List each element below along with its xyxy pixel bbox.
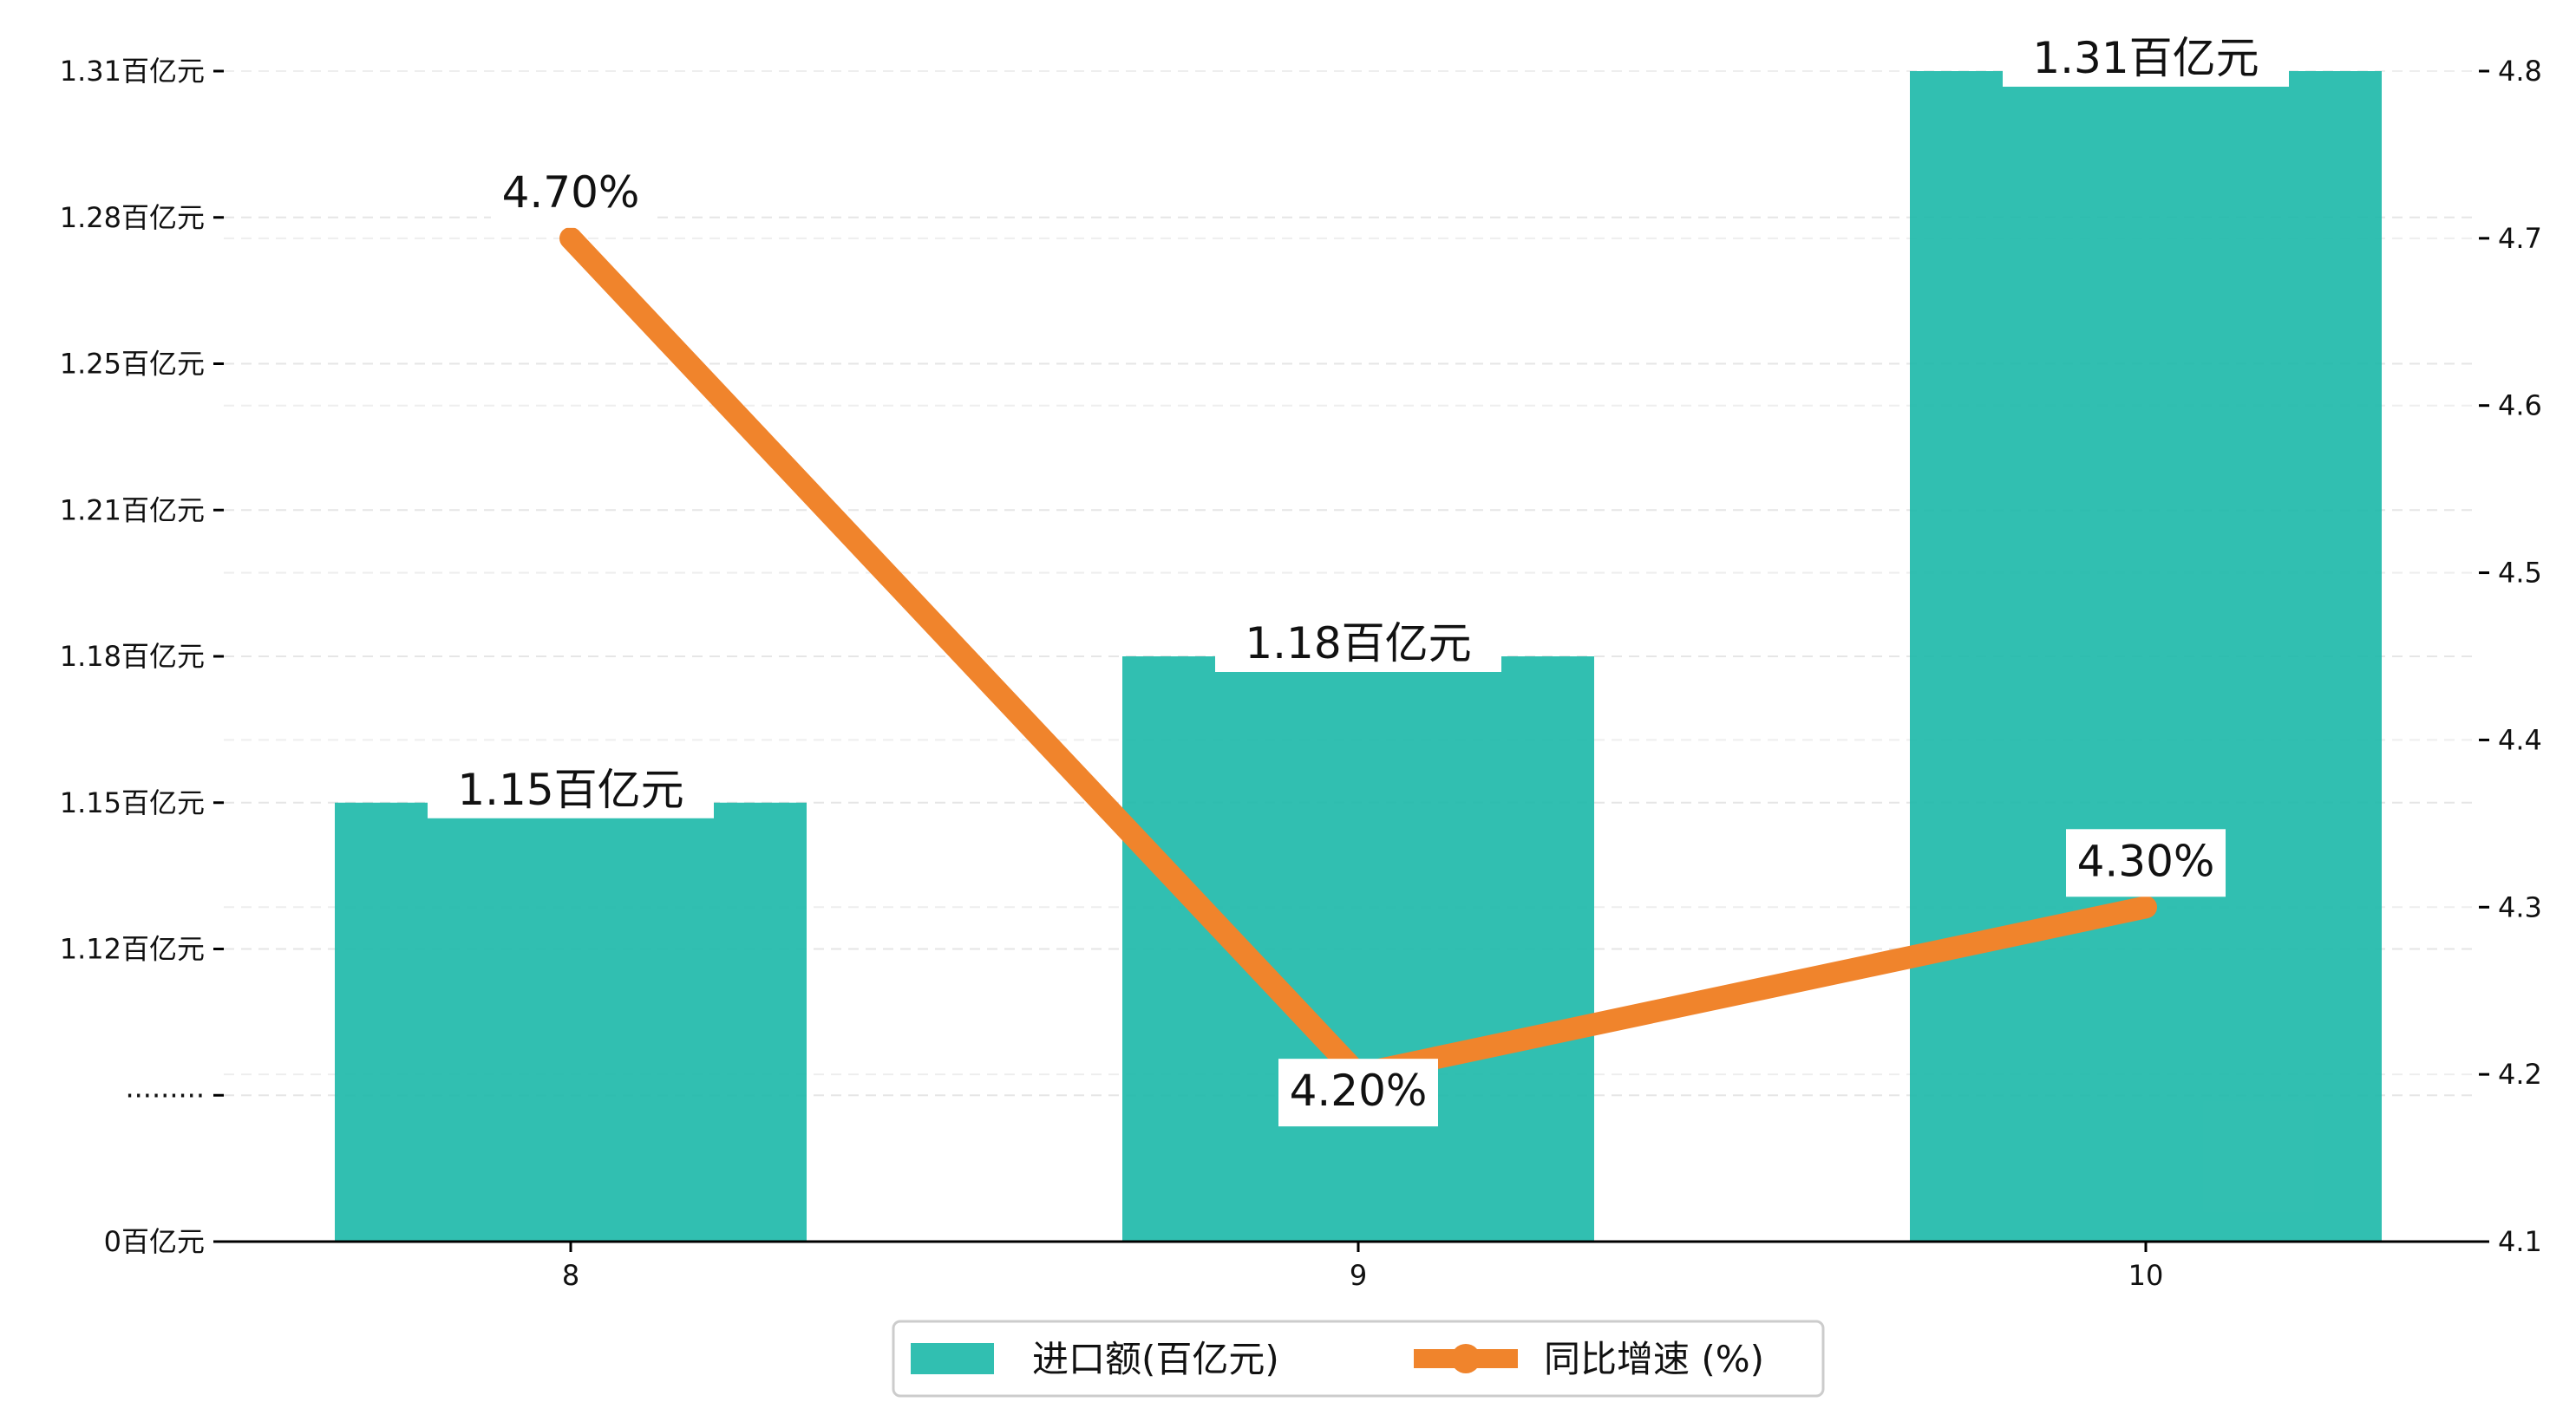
right-tick-label: 4.6	[2498, 389, 2542, 422]
line-label-box	[2066, 829, 2226, 897]
bar-label-box	[2003, 26, 2289, 87]
bar-value-label: 1.31百亿元	[2032, 33, 2259, 83]
right-tick-label: 4.3	[2498, 890, 2542, 923]
legend-line-label: 同比增速 (%)	[1544, 1338, 1764, 1380]
right-tick-label: 4.7	[2498, 222, 2542, 255]
left-tick-label: 1.18百亿元	[60, 640, 205, 673]
right-tick-label: 4.5	[2498, 557, 2542, 590]
line-label-box	[1278, 1059, 1438, 1127]
legend: 进口额(百亿元) 同比增速 (%)	[892, 1320, 1825, 1398]
line-value-label: 4.30%	[2077, 836, 2215, 886]
legend-box	[892, 1320, 1825, 1398]
x-tick-label: 8	[562, 1259, 579, 1292]
left-tick-label: 1.31百亿元	[60, 55, 205, 88]
right-tick-label: 4.1	[2498, 1225, 2542, 1258]
line-value-label: 4.70%	[502, 167, 640, 218]
bar-value-label: 1.18百亿元	[1245, 618, 1471, 668]
bar-9	[1122, 656, 1594, 1242]
right-tick-label: 4.8	[2498, 55, 2542, 88]
right-tick-label: 4.2	[2498, 1058, 2542, 1091]
axes: 0百亿元 ········· 1.12百亿元 1.15百亿元 1.18百亿元 1.21百亿…	[60, 55, 2542, 1292]
legend-bar-swatch	[911, 1343, 994, 1374]
left-tick-label: ·········	[125, 1079, 205, 1112]
bar-label-box	[1215, 611, 1501, 672]
left-tick-label: 1.28百亿元	[60, 201, 205, 234]
left-tick-label: 0百亿元	[104, 1225, 205, 1258]
bar-label-box	[428, 757, 714, 818]
bar-10	[1910, 71, 2382, 1242]
left-tick-label: 1.12百亿元	[60, 933, 205, 966]
growth-point-8	[559, 226, 582, 250]
data-labels: 1.15百亿元 1.18百亿元 1.31百亿元 4.70% 4.20% 4.30%	[428, 26, 2289, 1127]
bar-8	[335, 802, 807, 1242]
left-tick-label: 1.25百亿元	[60, 348, 205, 381]
bar-value-label: 1.15百亿元	[457, 765, 683, 815]
x-tick-label: 10	[2128, 1259, 2164, 1292]
line-label-box	[491, 160, 651, 228]
bar-series	[335, 71, 2382, 1242]
left-tick-label: 1.21百亿元	[60, 493, 205, 526]
x-tick-label: 9	[1350, 1259, 1367, 1292]
right-tick-label: 4.4	[2498, 723, 2542, 756]
left-tick-label: 1.15百亿元	[60, 786, 205, 819]
growth-point-10	[2135, 896, 2157, 919]
line-value-label: 4.20%	[1290, 1066, 1428, 1116]
legend-line-marker	[1451, 1344, 1481, 1373]
legend-bar-label: 进口额(百亿元)	[1032, 1338, 1279, 1380]
